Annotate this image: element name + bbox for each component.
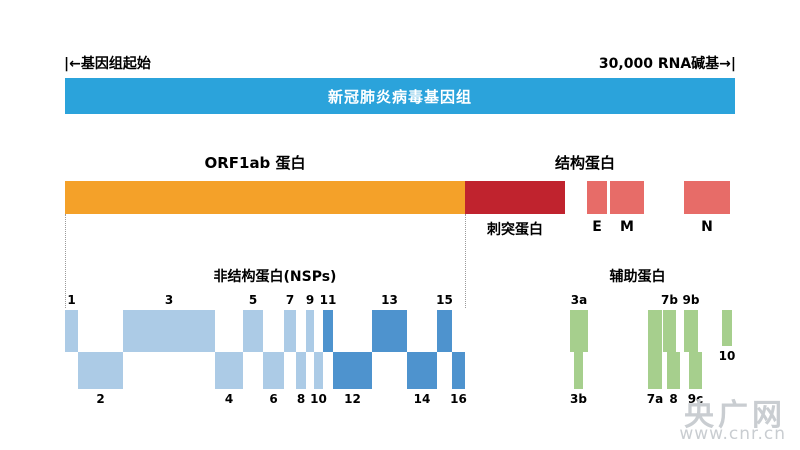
- nsp-number: 9: [305, 293, 315, 307]
- accessory-section-title: 辅助蛋白: [609, 269, 666, 285]
- nsp-block-6: 6: [263, 352, 284, 406]
- nsp-number: 6: [269, 392, 278, 406]
- accessory-number: 8: [669, 392, 678, 406]
- nsp-number: 10: [310, 392, 327, 406]
- spike-protein-bar: 刺突蛋白: [465, 181, 565, 238]
- nsp-number: 5: [248, 293, 258, 307]
- nsp-number: 8: [296, 392, 306, 406]
- nsp-block-14: 14: [407, 352, 437, 406]
- accessory-block-7a: 7a: [647, 310, 663, 406]
- accessory-number: 3b: [570, 392, 587, 406]
- accessory-block-3a: 3a: [570, 293, 588, 352]
- accessory-block-10: 10: [719, 310, 735, 363]
- nsp-number: 11: [319, 293, 337, 307]
- nsp-number: 12: [344, 392, 361, 406]
- accessory-number: 9b: [682, 293, 700, 307]
- nsp-number: 4: [224, 392, 234, 406]
- nsp-block-4: 4: [215, 352, 243, 406]
- nsp-number: 7: [285, 293, 295, 307]
- nsp-block-3: 3: [123, 293, 215, 352]
- nsp-number: 15: [436, 293, 453, 307]
- envelope-protein-bar: E: [587, 181, 607, 235]
- nsp-block-5: 5: [243, 293, 263, 352]
- accessory-block-7b: 7b: [661, 293, 678, 352]
- nsp-number: 1: [67, 293, 76, 307]
- genome-end-label: 30,000 RNA碱基→|: [598, 56, 736, 72]
- accessory-number: 10: [718, 349, 736, 363]
- orf1ab-section-title: ORF1ab 蛋白: [204, 154, 306, 172]
- nsp-block-9: 9: [306, 293, 314, 352]
- nsp-block-7: 7: [284, 293, 296, 352]
- nsp-number: 2: [96, 392, 105, 406]
- nsp-block-16: 16: [450, 352, 467, 406]
- watermark-logo: 央广网: [684, 398, 786, 433]
- nsp-block-10: 10: [310, 352, 327, 406]
- nsp-block-11: 11: [320, 293, 336, 352]
- orf1ab-bar: [65, 181, 465, 214]
- membrane-protein-bar: M: [610, 181, 644, 235]
- structural-section-title: 结构蛋白: [554, 154, 615, 172]
- accessory-block-8: 8: [667, 352, 680, 406]
- watermark-url: www.cnr.cn: [679, 424, 786, 444]
- guide-line-left: [65, 214, 66, 308]
- genome-bar: 新冠肺炎病毒基因组: [65, 78, 735, 114]
- genome-start-label: |←基因组起始: [64, 56, 151, 72]
- nsp-number: 3: [164, 293, 174, 307]
- genome-bar-label: 新冠肺炎病毒基因组: [327, 87, 472, 106]
- accessory-number: 9c: [687, 392, 704, 406]
- nsp-section-title: 非结构蛋白(NSPs): [213, 269, 337, 285]
- spike-protein-label: 刺突蛋白: [487, 222, 543, 238]
- envelope-protein-label: E: [592, 219, 602, 235]
- nsp-block-2: 2: [78, 352, 123, 406]
- accessory-number: 7b: [661, 293, 678, 307]
- guide-line-right: [465, 214, 466, 308]
- nsp-block-12: 12: [333, 352, 372, 406]
- accessory-block-3b: 3b: [570, 352, 587, 406]
- nsp-block-1: 1: [65, 293, 78, 352]
- accessory-number: 3a: [570, 293, 588, 307]
- nsp-block-15: 15: [436, 293, 453, 352]
- nucleocapsid-protein-bar: N: [684, 181, 730, 235]
- accessory-number: 7a: [646, 392, 664, 406]
- accessory-block-9c: 9c: [688, 352, 703, 406]
- nucleocapsid-protein-label: N: [701, 219, 713, 235]
- nsp-number: 16: [450, 392, 467, 406]
- nsp-number: 14: [413, 392, 431, 406]
- membrane-protein-label: M: [620, 219, 634, 235]
- accessory-block-9b: 9b: [683, 293, 699, 352]
- nsp-number: 13: [381, 293, 398, 307]
- nsp-block-8: 8: [296, 352, 306, 406]
- nsp-block-13: 13: [372, 293, 407, 352]
